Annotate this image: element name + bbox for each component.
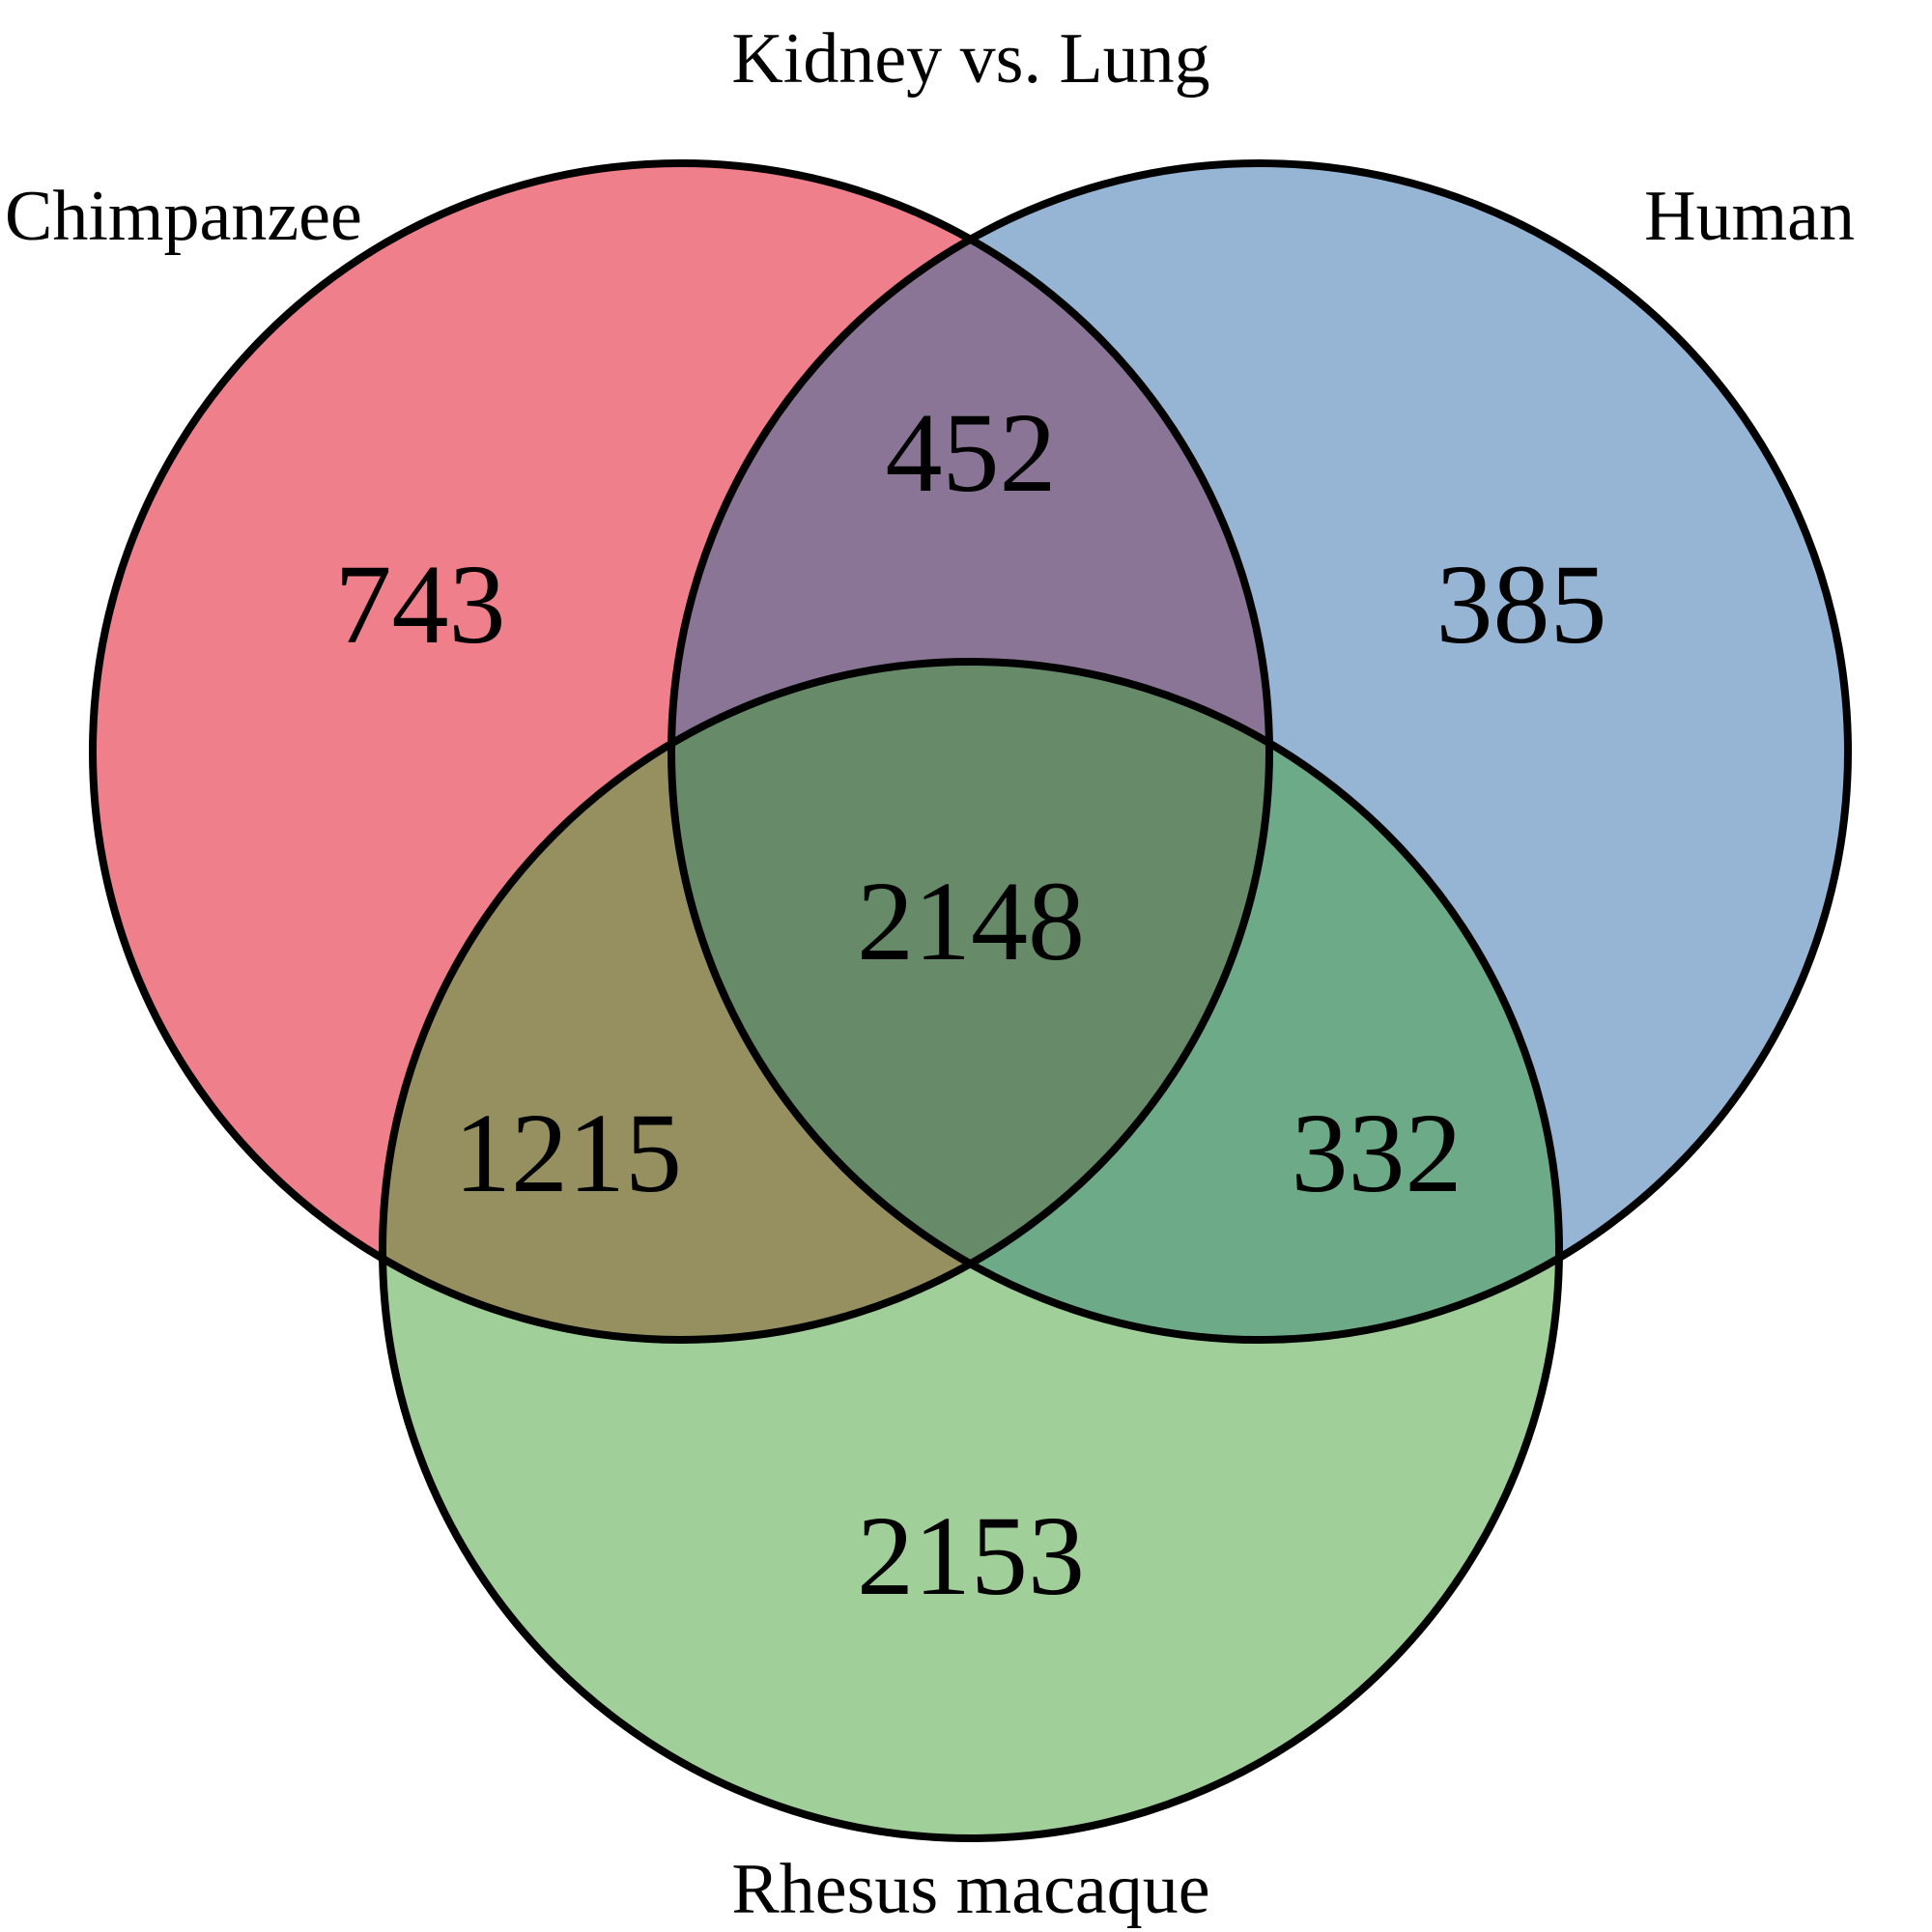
region-fills [93, 163, 1848, 1838]
set-label-human: Human [1644, 177, 1855, 256]
chimpanzee-circle-outline [89, 159, 1273, 1344]
set-label-chimpanzee: Chimpanzee [5, 177, 362, 256]
count-chimpanzee-only: 743 [335, 541, 506, 668]
count-chimpanzee-rhesus: 1215 [454, 1090, 682, 1216]
set-label-rhesus: Rhesus macaque [731, 1850, 1209, 1929]
count-human-rhesus: 332 [1292, 1090, 1463, 1216]
count-all-three: 2148 [857, 858, 1085, 984]
rhesus-circle-outline [379, 658, 1563, 1842]
count-rhesus-only: 2153 [857, 1492, 1085, 1619]
count-human-only: 385 [1436, 541, 1607, 668]
count-chimpanzee-human: 452 [886, 389, 1057, 516]
diagram-title: Kidney vs. Lung [731, 19, 1209, 99]
human-circle-outline [668, 159, 1852, 1344]
